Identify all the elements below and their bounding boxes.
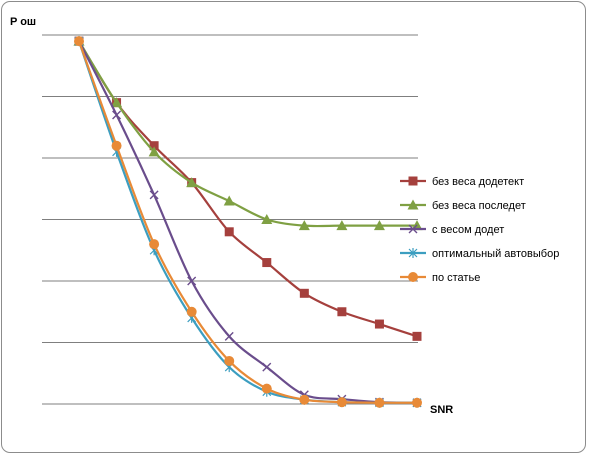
series-line [78,40,417,228]
data-point [374,319,384,329]
data-point [412,331,422,341]
legend-marker [408,248,418,258]
data-point [337,307,347,317]
data-point [336,397,347,408]
legend-marker [408,224,418,234]
data-point [262,258,272,268]
series-line [78,40,418,338]
data-point [336,220,348,231]
legend-entry: оптимальный автовыбор [400,248,559,260]
data-point [187,276,197,286]
data-point [224,355,235,366]
legend-entry: с весом додет [400,224,504,236]
data-point [261,383,272,394]
legend-marker [408,176,418,186]
series-3 [74,36,422,408]
legend-label: оптимальный автовыбор [432,248,559,260]
data-point [261,214,273,224]
data-point [111,97,123,108]
data-point [224,331,234,341]
series-line [77,40,418,404]
data-point [112,110,122,120]
x-axis-label: SNR [430,404,453,416]
legend-label: по статье [432,272,480,284]
legend-marker [408,272,418,282]
legend-label: без веса последет [432,200,526,212]
data-point [223,195,235,206]
series-5 [74,36,422,408]
data-point [149,190,159,200]
data-point [262,362,272,372]
data-point [111,140,122,151]
data-point [224,227,234,237]
series-line [78,40,418,404]
legend: без веса додетект без веса последет с весо… [400,176,559,284]
data-point [186,177,198,188]
legend-label: с весом додет [432,224,504,236]
data-point [373,220,385,231]
data-point [148,146,160,157]
data-point [186,306,197,317]
data-point [374,397,385,408]
legend-entry: без веса последет [400,199,526,212]
legend-marker [407,199,419,210]
series-1 [74,36,422,341]
legend-entry: без веса додетект [400,176,524,188]
data-point [299,394,310,405]
legend-entry: по статье [400,272,480,284]
data-point [298,220,310,231]
series-layer [73,35,423,408]
gridlines [42,34,418,405]
data-point [149,141,159,151]
legend-label: без веса додетект [432,176,524,188]
series-line [77,40,418,404]
data-point [149,239,160,250]
data-point [412,397,422,408]
series-2 [73,35,423,231]
data-point [74,36,84,47]
data-point [299,288,309,298]
y-axis-label: P ош [10,16,36,28]
